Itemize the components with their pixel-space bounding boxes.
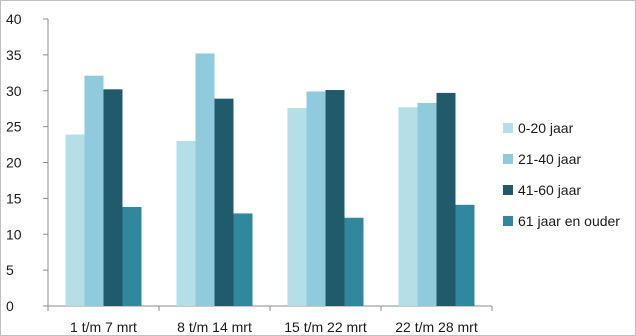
y-tick-label: 25 — [6, 119, 22, 135]
bar — [417, 102, 437, 306]
bar — [195, 53, 215, 306]
legend-label: 0-20 jaar — [518, 120, 574, 136]
bar — [84, 75, 104, 307]
y-tick-label: 30 — [6, 83, 22, 99]
legend-swatch — [503, 216, 513, 226]
bar — [398, 107, 418, 306]
y-tick-label: 10 — [6, 226, 22, 242]
legend-swatch — [503, 185, 513, 195]
y-tick-label: 20 — [6, 155, 22, 171]
bar — [344, 217, 364, 306]
legend-label: 21-40 jaar — [518, 151, 581, 167]
y-tick-label: 0 — [6, 298, 14, 314]
bar — [214, 98, 234, 306]
bar — [287, 107, 307, 306]
bar — [436, 92, 456, 306]
y-tick-label: 35 — [6, 47, 22, 63]
bar — [122, 206, 142, 306]
y-tick-label: 15 — [6, 190, 22, 206]
bar — [103, 89, 123, 306]
legend-swatch — [503, 154, 513, 164]
x-tick-label: 1 t/m 7 mrt — [70, 319, 137, 335]
y-tick-label: 5 — [6, 262, 14, 278]
bar — [306, 91, 326, 306]
x-tick-label: 8 t/m 14 mrt — [177, 319, 252, 335]
x-tick-label: 22 t/m 28 mrt — [395, 319, 478, 335]
legend-label: 41-60 jaar — [518, 182, 581, 198]
bar — [325, 90, 345, 306]
bar — [455, 204, 475, 306]
legend-swatch — [503, 123, 513, 133]
x-tick-label: 15 t/m 22 mrt — [284, 319, 367, 335]
bar — [233, 213, 253, 306]
bar — [65, 134, 85, 306]
bar — [176, 140, 196, 306]
legend-label: 61 jaar en ouder — [518, 213, 620, 229]
y-tick-label: 40 — [6, 11, 22, 27]
